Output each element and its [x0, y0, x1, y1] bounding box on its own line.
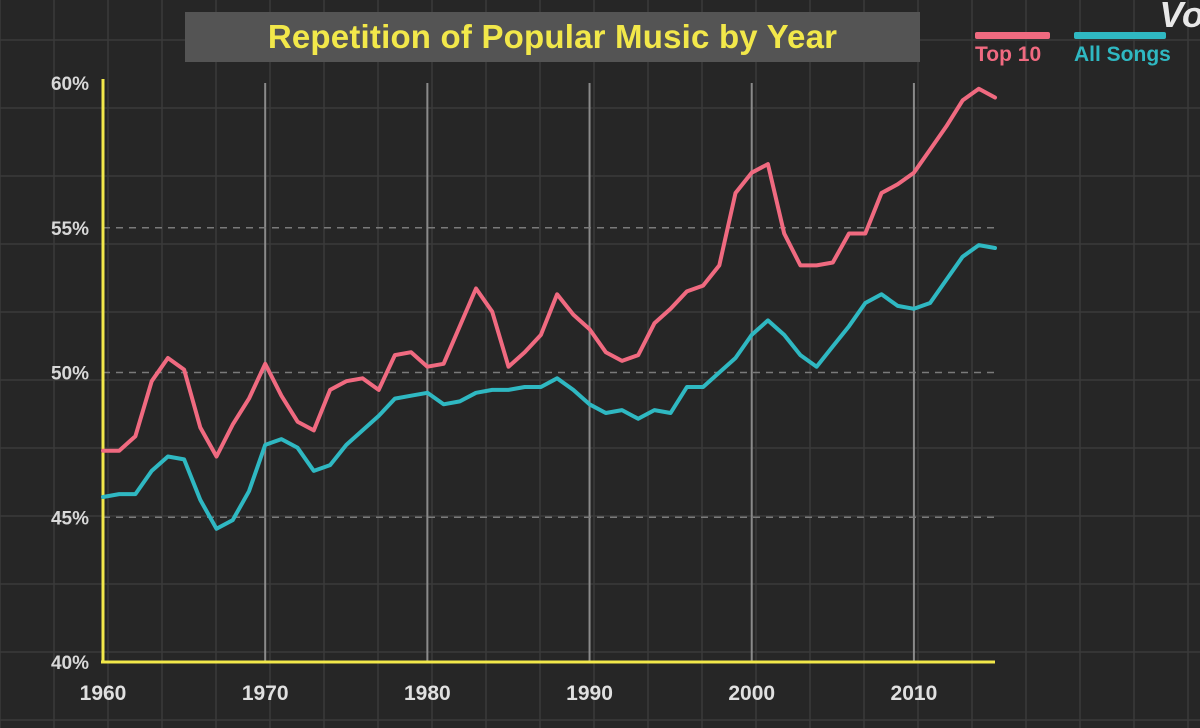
y-tick-label-45: 45%: [51, 508, 89, 529]
x-tick-label-2000: 2000: [728, 682, 775, 705]
brand-logo: Vo: [1159, 0, 1200, 35]
x-tick-label-1960: 1960: [80, 682, 127, 705]
series-line-all-songs: [101, 243, 997, 531]
axes: [101, 79, 995, 664]
legend-item-top-10: Top 10: [975, 32, 1050, 67]
plot-gridlines: [103, 83, 995, 662]
y-tick-label-50: 50%: [51, 364, 89, 385]
y-tick-label-40: 40%: [51, 653, 89, 674]
series-lines: [101, 86, 997, 531]
x-tick-label-1990: 1990: [566, 682, 613, 705]
legend-swatch-top-10: [975, 32, 1050, 39]
legend-label-all-songs: All Songs: [1074, 43, 1171, 66]
tick-labels: 1960 1970 1980 1990 2000 2010 40% 45% 50% 55% 60%: [51, 74, 937, 705]
x-tick-label-2010: 2010: [891, 682, 938, 705]
legend-swatch-all-songs: [1074, 32, 1166, 39]
x-tick-label-1980: 1980: [404, 682, 451, 705]
series-line-top-10: [101, 86, 997, 459]
x-tick-label-1970: 1970: [242, 682, 289, 705]
legend-label-top-10: Top 10: [975, 43, 1042, 66]
y-tick-label-55: 55%: [51, 219, 89, 240]
legend-item-all-songs: All Songs: [1074, 32, 1171, 67]
y-tick-label-60: 60%: [51, 74, 89, 95]
chart-title: Repetition of Popular Music by Year: [267, 18, 838, 55]
chart-title-banner: Repetition of Popular Music by Year: [185, 12, 920, 62]
